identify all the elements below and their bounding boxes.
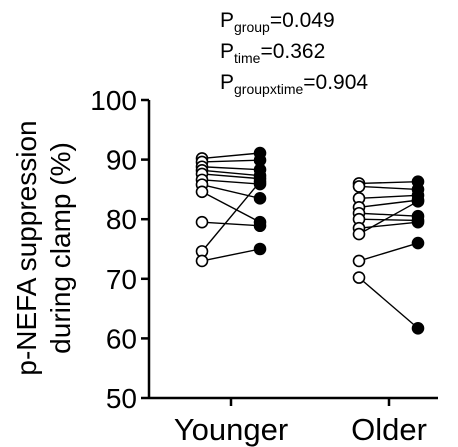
- x-tick-label: Older: [351, 412, 427, 447]
- y-axis: 50 60 70 80 90 100: [90, 85, 151, 414]
- pair-connector: [201, 181, 261, 252]
- pair-connector: [201, 191, 261, 223]
- stat-value: =0.904: [303, 71, 368, 94]
- open-marker: [352, 254, 366, 268]
- open-marker: [195, 185, 209, 199]
- pair-connector: [358, 221, 419, 229]
- stat-subscript: groupxtime: [234, 81, 303, 97]
- open-marker: [352, 271, 366, 284]
- y-tick-label: 90: [106, 145, 137, 176]
- filled-marker: [253, 242, 267, 256]
- open-marker: [195, 254, 209, 268]
- stat-line: Pgroupxtime=0.904: [220, 71, 368, 97]
- filled-marker: [411, 321, 425, 335]
- filled-marker: [253, 219, 267, 233]
- filled-marker: [411, 195, 425, 208]
- y-tick-label: 100: [90, 85, 137, 116]
- filled-marker: [411, 236, 425, 250]
- filled-marker: [253, 175, 267, 188]
- pair-connector: [358, 185, 419, 191]
- plot-area: [195, 146, 425, 335]
- stat-subscript: time: [234, 50, 261, 66]
- filled-marker: [411, 215, 425, 229]
- pair-connector: [201, 248, 261, 262]
- y-tick-label: 60: [106, 323, 137, 354]
- pair-connector: [201, 166, 261, 171]
- y-tick-label: 80: [106, 204, 137, 235]
- pair-connector: [358, 212, 419, 217]
- pair-connector: [358, 180, 419, 185]
- y-axis-title-line2: during clamp (%): [45, 142, 76, 354]
- stat-value: =0.362: [260, 40, 325, 63]
- pair-connector: [358, 200, 419, 235]
- x-axis: Younger Older: [149, 396, 438, 447]
- stat-subscript: group: [234, 19, 270, 35]
- pair-connector: [201, 152, 261, 160]
- y-tick-label: 50: [106, 383, 137, 414]
- x-tick-label: Younger: [174, 412, 288, 447]
- pair-connector: [201, 173, 261, 180]
- open-marker: [352, 227, 366, 241]
- pair-connector: [358, 199, 419, 208]
- filled-marker: [253, 192, 267, 205]
- pair-connector: [201, 159, 261, 163]
- stat-line: Ptime=0.362: [220, 40, 325, 66]
- pair-connector: [358, 194, 419, 200]
- pair-connector: [358, 277, 419, 329]
- pair-connector: [358, 218, 419, 222]
- stat-value: =0.049: [270, 9, 335, 32]
- y-tick-label: 70: [106, 264, 137, 295]
- pair-connector: [201, 183, 261, 200]
- pair-connector: [358, 242, 419, 262]
- stat-prefix: P: [220, 71, 234, 94]
- stat-prefix: P: [220, 40, 234, 63]
- pair-connector: [201, 221, 261, 227]
- open-marker: [195, 215, 209, 229]
- pair-connector: [201, 169, 261, 177]
- stat-prefix: P: [220, 9, 234, 32]
- y-axis-title-line1: p-NEFA suppression: [11, 120, 42, 375]
- open-marker: [352, 180, 366, 193]
- pair-connector: [201, 179, 261, 185]
- stat-line: Pgroup=0.049: [220, 9, 335, 35]
